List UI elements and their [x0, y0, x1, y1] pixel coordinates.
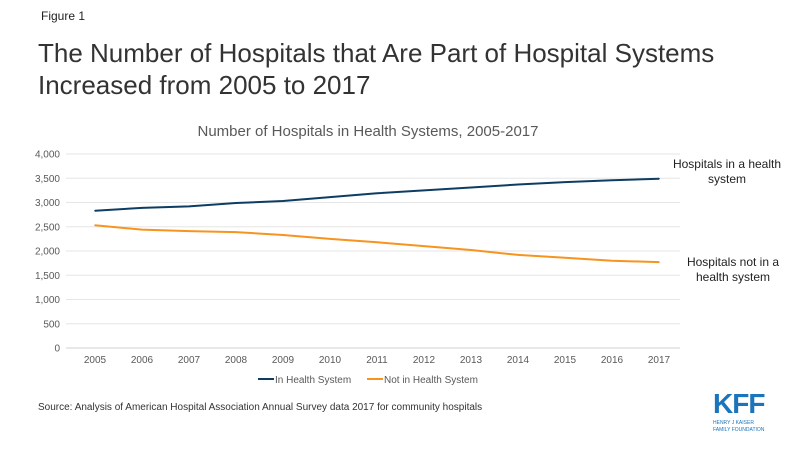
series-line-1: [94, 224, 660, 264]
data-point: [423, 189, 425, 192]
legend-label: Not in Health System: [384, 375, 478, 386]
series-annotation: Hospitals in a health: [673, 157, 781, 171]
x-tick-label: 2014: [507, 355, 530, 366]
data-point: [423, 245, 425, 247]
data-point: [282, 200, 284, 202]
data-point: [564, 256, 566, 259]
page-title: The Number of Hospitals that Are Part of…: [38, 38, 715, 100]
y-tick-label: 4,000: [35, 150, 60, 161]
data-point: [658, 177, 660, 180]
data-point: [141, 207, 143, 209]
x-tick-label: 2011: [366, 355, 388, 366]
data-point: [611, 259, 613, 262]
x-tick-label: 2013: [460, 355, 483, 366]
y-tick-label: 3,000: [35, 198, 60, 209]
series-line-0: [94, 177, 660, 212]
legend-label: In Health System: [275, 375, 351, 386]
logo-subtext-1: HENRY J KAISER: [713, 420, 754, 426]
x-tick-label: 2005: [84, 355, 107, 366]
data-point: [188, 205, 190, 208]
y-tick-label: 2,000: [35, 247, 60, 258]
y-tick-label: 3,500: [35, 174, 60, 185]
data-point: [282, 234, 284, 236]
x-tick-label: 2010: [319, 355, 342, 366]
figure-label: Figure 1: [41, 9, 86, 23]
data-point: [517, 254, 519, 256]
data-point: [658, 261, 660, 263]
source-note: Source: Analysis of American Hospital As…: [38, 402, 483, 413]
data-point: [141, 228, 143, 231]
kff-logo: KFF HENRY J KAISER FAMILY FOUNDATION: [713, 388, 793, 434]
x-tick-label: 2015: [554, 355, 577, 366]
y-tick-label: 0: [54, 344, 60, 355]
logo-text: KFF: [713, 388, 765, 419]
x-tick-label: 2007: [178, 355, 201, 366]
data-point: [329, 196, 331, 198]
line-chart: Number of Hospitals in Health Systems, 2…: [35, 123, 781, 386]
x-tick-label: 2017: [648, 355, 671, 366]
data-point: [470, 186, 472, 189]
y-tick-label: 1,500: [35, 271, 60, 282]
data-point: [94, 209, 96, 212]
x-tick-label: 2016: [601, 355, 624, 366]
data-point: [235, 231, 237, 233]
y-tick-label: 2,500: [35, 222, 60, 233]
data-point: [235, 202, 237, 204]
data-point: [470, 249, 472, 251]
x-tick-label: 2008: [225, 355, 248, 366]
chart-title: Number of Hospitals in Health Systems, 2…: [197, 123, 538, 140]
series-annotation: health system: [696, 270, 770, 284]
y-tick-label: 500: [43, 319, 60, 330]
logo-subtext-2: FAMILY FOUNDATION: [713, 427, 765, 433]
data-point: [376, 192, 378, 195]
data-point: [329, 238, 331, 240]
data-point: [188, 230, 190, 232]
x-tick-label: 2009: [272, 355, 295, 366]
x-tick-label: 2012: [413, 355, 436, 366]
data-point: [517, 183, 519, 186]
y-tick-label: 1,000: [35, 295, 60, 306]
data-point: [94, 224, 96, 227]
x-tick-label: 2006: [131, 355, 154, 366]
series-annotation: Hospitals not in a: [687, 255, 779, 269]
data-point: [611, 179, 613, 181]
series-annotation: system: [708, 172, 746, 186]
data-point: [564, 181, 566, 183]
data-point: [376, 241, 378, 244]
